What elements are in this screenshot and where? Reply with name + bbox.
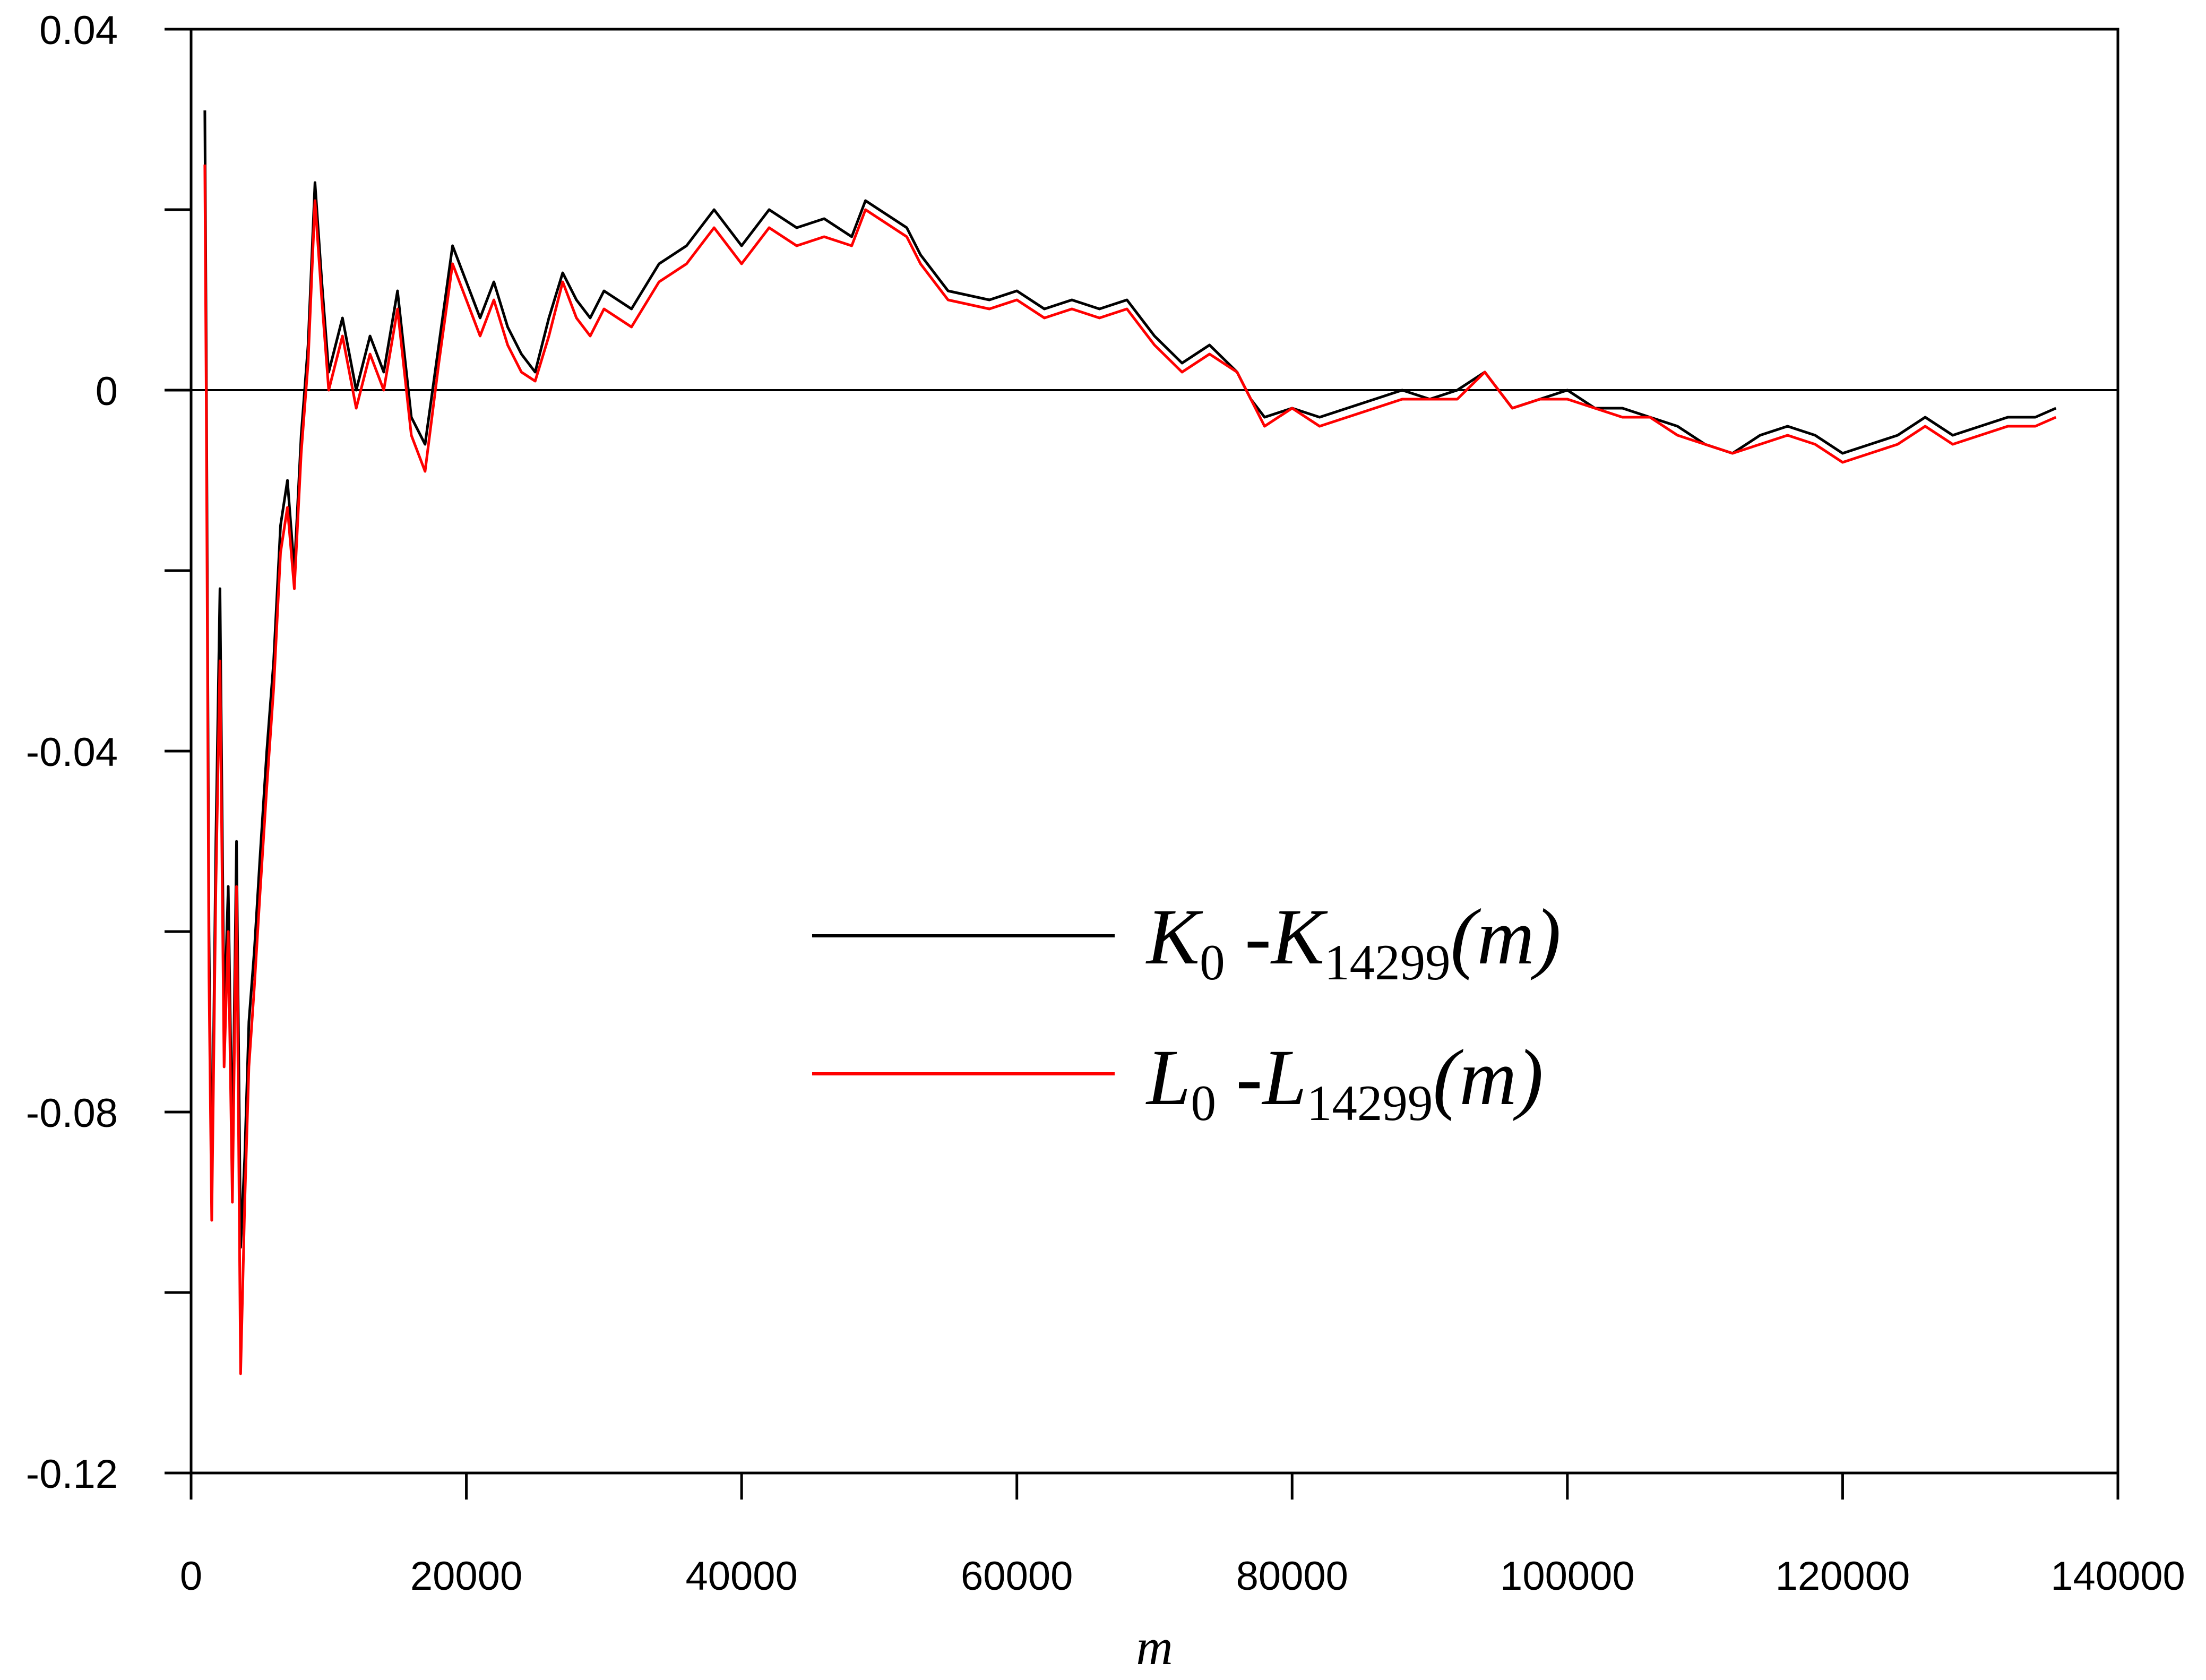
x-tick-label-2: 40000 [685,1554,797,1599]
x-tick-label-1: 20000 [410,1554,522,1599]
legend-1-sub2: 14299 [1307,1075,1433,1131]
series-layer [203,110,2057,1375]
x-tick-label-6: 120000 [1776,1554,1910,1599]
x-axis-title: m [1136,1618,1173,1675]
legend-1-sub1: 0 [1191,1075,1216,1131]
ticks-layer [165,28,2119,1500]
x-tick-label-7: 140000 [2050,1554,2185,1599]
legend: K0 -K14299(m) L0 -L14299(m) [812,893,1561,1131]
x-tick-label-3: 60000 [961,1554,1073,1599]
x-tick-label-5: 100000 [1500,1554,1635,1599]
legend-0-sub1: 0 [1200,934,1225,990]
y-tick-label-4: 0.04 [39,8,118,53]
legend-0-main1: K [1145,893,1203,981]
y-tick-label-2: -0.08 [26,1091,118,1136]
legend-0-arg: (m) [1451,893,1561,981]
legend-1-sep: - [1216,1033,1262,1122]
series-line-1 [203,164,2057,1375]
legend-1-main2: L [1261,1033,1306,1122]
y-tick-label-1: -0.12 [26,1452,118,1497]
legend-entry-series-1: L0 -L14299(m) [1145,1033,1544,1131]
series-line-0 [203,110,2057,1249]
legend-0-sub2: 14299 [1324,934,1451,990]
legend-entry-series-0: K0 -K14299(m) [1145,893,1561,990]
y-tick-label-0: 0 [96,369,118,414]
x-tick-label-0: 0 [180,1554,202,1599]
legend-1-main1: L [1145,1033,1191,1122]
y-tick-label-3: -0.04 [26,730,118,775]
legend-1-arg: (m) [1433,1033,1543,1122]
x-tick-labels: 0 20000 40000 60000 80000 100000 120000 140000 [180,1554,2185,1599]
y-tick-labels: 0 -0.12 -0.08 -0.04 0.04 [26,8,118,1497]
legend-0-main2: K [1270,893,1328,981]
x-tick-label-4: 80000 [1236,1554,1348,1599]
legend-0-sep: - [1225,893,1271,981]
